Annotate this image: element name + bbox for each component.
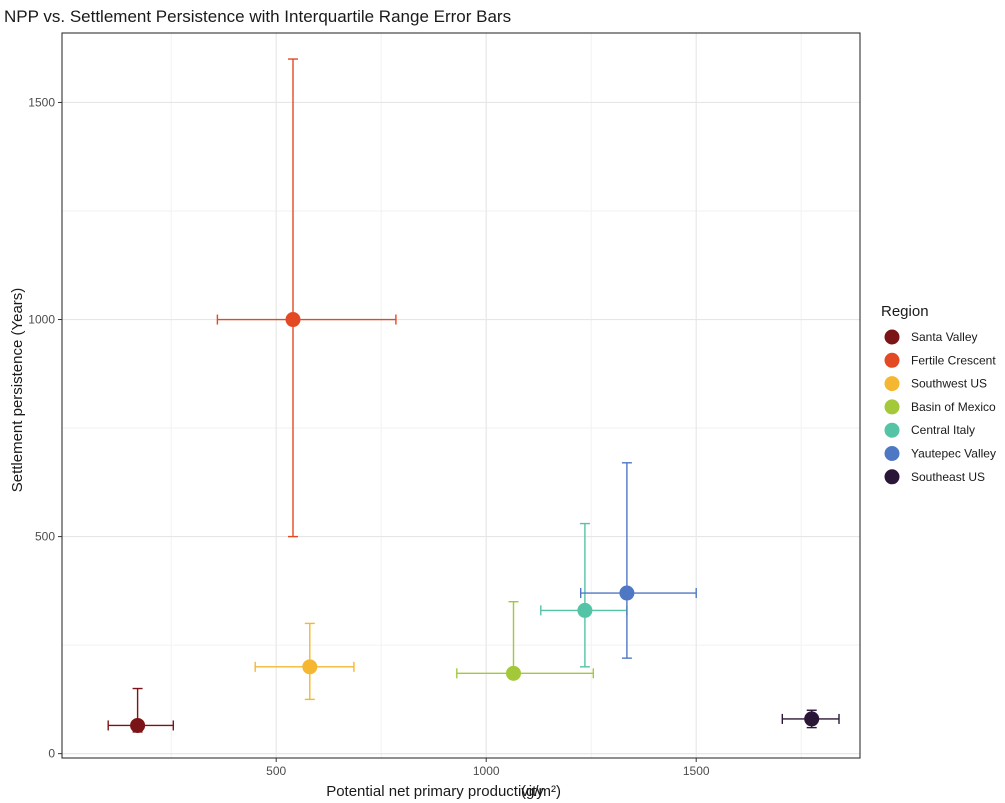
legend-label: Santa Valley — [911, 330, 978, 344]
legend-label: Southeast US — [911, 470, 985, 484]
x-tick-label: 1000 — [473, 764, 500, 778]
data-point — [130, 717, 146, 733]
x-axis-unit: (g/m²) — [521, 783, 561, 800]
data-point — [577, 602, 593, 618]
y-tick-label: 1500 — [28, 95, 55, 109]
data-point — [285, 312, 301, 328]
y-tick-label: 500 — [35, 530, 55, 544]
legend-key — [884, 422, 900, 438]
plot-panel — [61, 32, 861, 759]
x-tick-label: 500 — [266, 764, 286, 778]
x-axis-title: Potential net primary productivity — [326, 783, 544, 800]
x-tick-label: 1500 — [683, 764, 710, 778]
legend-label: Southwest US — [911, 377, 987, 391]
legend-label: Yautepec Valley — [911, 447, 996, 461]
series-southwest-us — [254, 622, 355, 701]
data-point — [506, 665, 521, 681]
data-point — [619, 585, 635, 601]
series-southeast-us — [781, 709, 840, 729]
legend-key — [884, 399, 900, 415]
data-point — [302, 659, 318, 675]
series-basin-of-mexico — [456, 601, 594, 681]
legend-label: Fertile Crescent — [911, 353, 996, 367]
legend-key — [884, 329, 900, 345]
y-axis-title: Settlement persistence (Years) — [9, 288, 26, 493]
legend-title: Region — [881, 303, 929, 320]
legend: Santa Valley Fertile Crescent Southwest US… — [884, 329, 996, 485]
series-fertile-crescent — [216, 58, 397, 538]
series-santa-valley — [107, 687, 175, 733]
legend-key — [884, 469, 900, 485]
legend-key — [884, 352, 900, 368]
chart-title: NPP vs. Settlement Persistence with Inte… — [4, 7, 511, 26]
legend-key — [884, 376, 900, 392]
legend-label: Central Italy — [911, 423, 975, 437]
series-yautepec-valley — [580, 462, 697, 659]
y-tick-label: 1000 — [28, 313, 55, 327]
data-point — [804, 711, 820, 727]
legend-key — [884, 446, 900, 461]
legend-label: Basin of Mexico — [911, 400, 996, 414]
y-tick-label: 0 — [48, 747, 55, 761]
